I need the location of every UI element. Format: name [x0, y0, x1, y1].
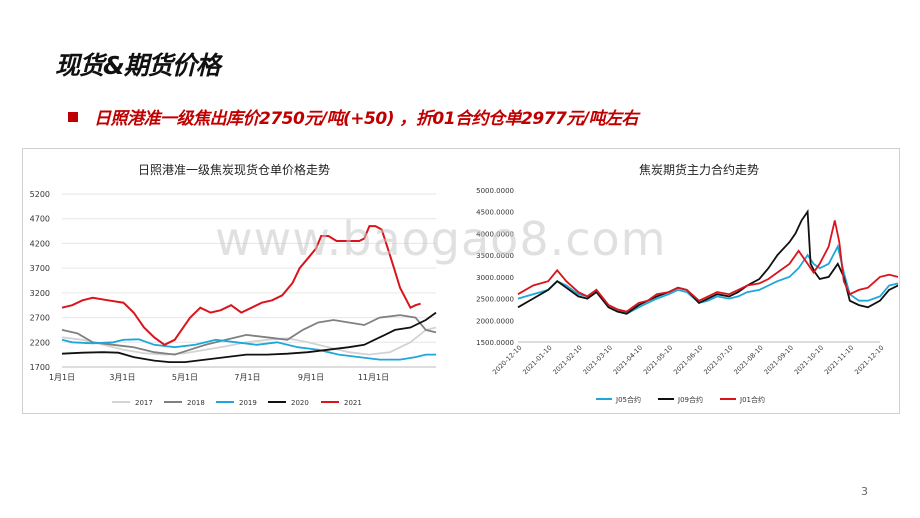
chart1-series-2017 [61, 326, 437, 356]
chart1-legend-label-2021: 2021 [344, 399, 362, 407]
chart2-xtick: 2021-12-10 [853, 344, 885, 376]
chart2-legend-label-J01合约: J01合约 [739, 395, 765, 404]
chart1-ytick: 2700 [30, 314, 50, 323]
chart1-ytick: 5200 [30, 190, 50, 199]
chart1-ytick: 3700 [30, 264, 50, 273]
chart2-ytick: 4500.0000 [476, 209, 514, 217]
chart2-xtick: 2021-04-10 [612, 344, 644, 376]
chart1-ytick: 4200 [30, 239, 50, 248]
chart1-ytick: 1700 [30, 363, 50, 372]
chart1-legend-label-2018: 2018 [187, 399, 205, 407]
chart2-series-J01合约 [517, 220, 898, 313]
chart2-xtick: 2021-09-10 [763, 344, 795, 376]
chart2-legend-label-J05合约: J05合约 [615, 395, 641, 404]
page-number: 3 [861, 485, 868, 498]
bullet-square-icon [68, 111, 78, 122]
futures-chart: 焦炭期货主力合约走势 1500.0000 2000.0000 2500.0000 300… [476, 162, 898, 404]
chart1-ytick: 2200 [30, 338, 50, 347]
chart1-xtick: 1月1日 [49, 373, 75, 382]
chart2-ytick: 1500.0000 [476, 339, 514, 347]
chart2-xtick: 2021-06-10 [672, 344, 704, 376]
chart2-xtick: 2021-08-10 [732, 344, 764, 376]
bullet-row: 日照港准一级焦出库价2750元/吨(+50) ，折01合约仓单2977元/吨左右 [68, 104, 639, 129]
chart1-ytick: 4700 [30, 215, 50, 224]
chart1-xtick: 9月1日 [298, 373, 324, 382]
chart1-series-2021 [61, 225, 421, 346]
chart1-xtick: 5月1日 [172, 373, 198, 382]
chart1-series-2018 [61, 314, 437, 356]
chart2-xtick: 2021-10-10 [793, 344, 825, 376]
chart1-ytick: 3200 [30, 289, 50, 298]
chart1-legend-label-2017: 2017 [135, 399, 153, 407]
bullet-text: 日照港准一级焦出库价2750元/吨(+50) ，折01合约仓单2977元/吨左右 [94, 109, 639, 129]
chart1-legend-label-2020: 2020 [291, 399, 309, 407]
chart2-xtick: 2020-12-10 [491, 344, 523, 376]
chart2-xtick: 2021-07-10 [702, 344, 734, 376]
watermark: www.baogao8.com [215, 212, 667, 266]
chart2-xtick: 2021-02-10 [551, 344, 583, 376]
chart2-ytick: 4000.0000 [476, 230, 514, 238]
chart-frame [22, 148, 900, 414]
chart1-title: 日照港准一级焦炭现货仓单价格走势 [138, 162, 330, 177]
chart2-ytick: 5000.0000 [476, 187, 514, 195]
chart2-xtick: 2021-01-10 [521, 344, 553, 376]
chart2-xtick: 2021-03-10 [582, 344, 614, 376]
chart2-ytick: 2500.0000 [476, 296, 514, 304]
chart1-legend-label-2019: 2019 [239, 399, 257, 407]
chart2-title: 焦炭期货主力合约走势 [639, 162, 759, 177]
chart1-series-2020 [61, 311, 437, 363]
chart1-xtick: 3月1日 [109, 373, 135, 382]
chart1-xtick: 7月1日 [234, 373, 260, 382]
chart2-ytick: 3500.0000 [476, 252, 514, 260]
chart2-xtick: 2021-05-10 [642, 344, 674, 376]
chart2-legend-label-J09合约: J09合约 [677, 395, 703, 404]
chart2-ytick: 2000.0000 [476, 317, 514, 325]
slide-title: 现货&期货价格 [55, 51, 221, 80]
chart2-xtick: 2021-11-10 [823, 344, 855, 376]
chart2-ytick: 3000.0000 [476, 274, 514, 282]
chart1-xtick: 11月1日 [358, 373, 389, 382]
spot-price-chart: 日照港准一级焦炭现货仓单价格走势 1700 2200 2700 3200 3700 4200… [30, 162, 437, 407]
chart1-series-2019 [61, 338, 436, 361]
